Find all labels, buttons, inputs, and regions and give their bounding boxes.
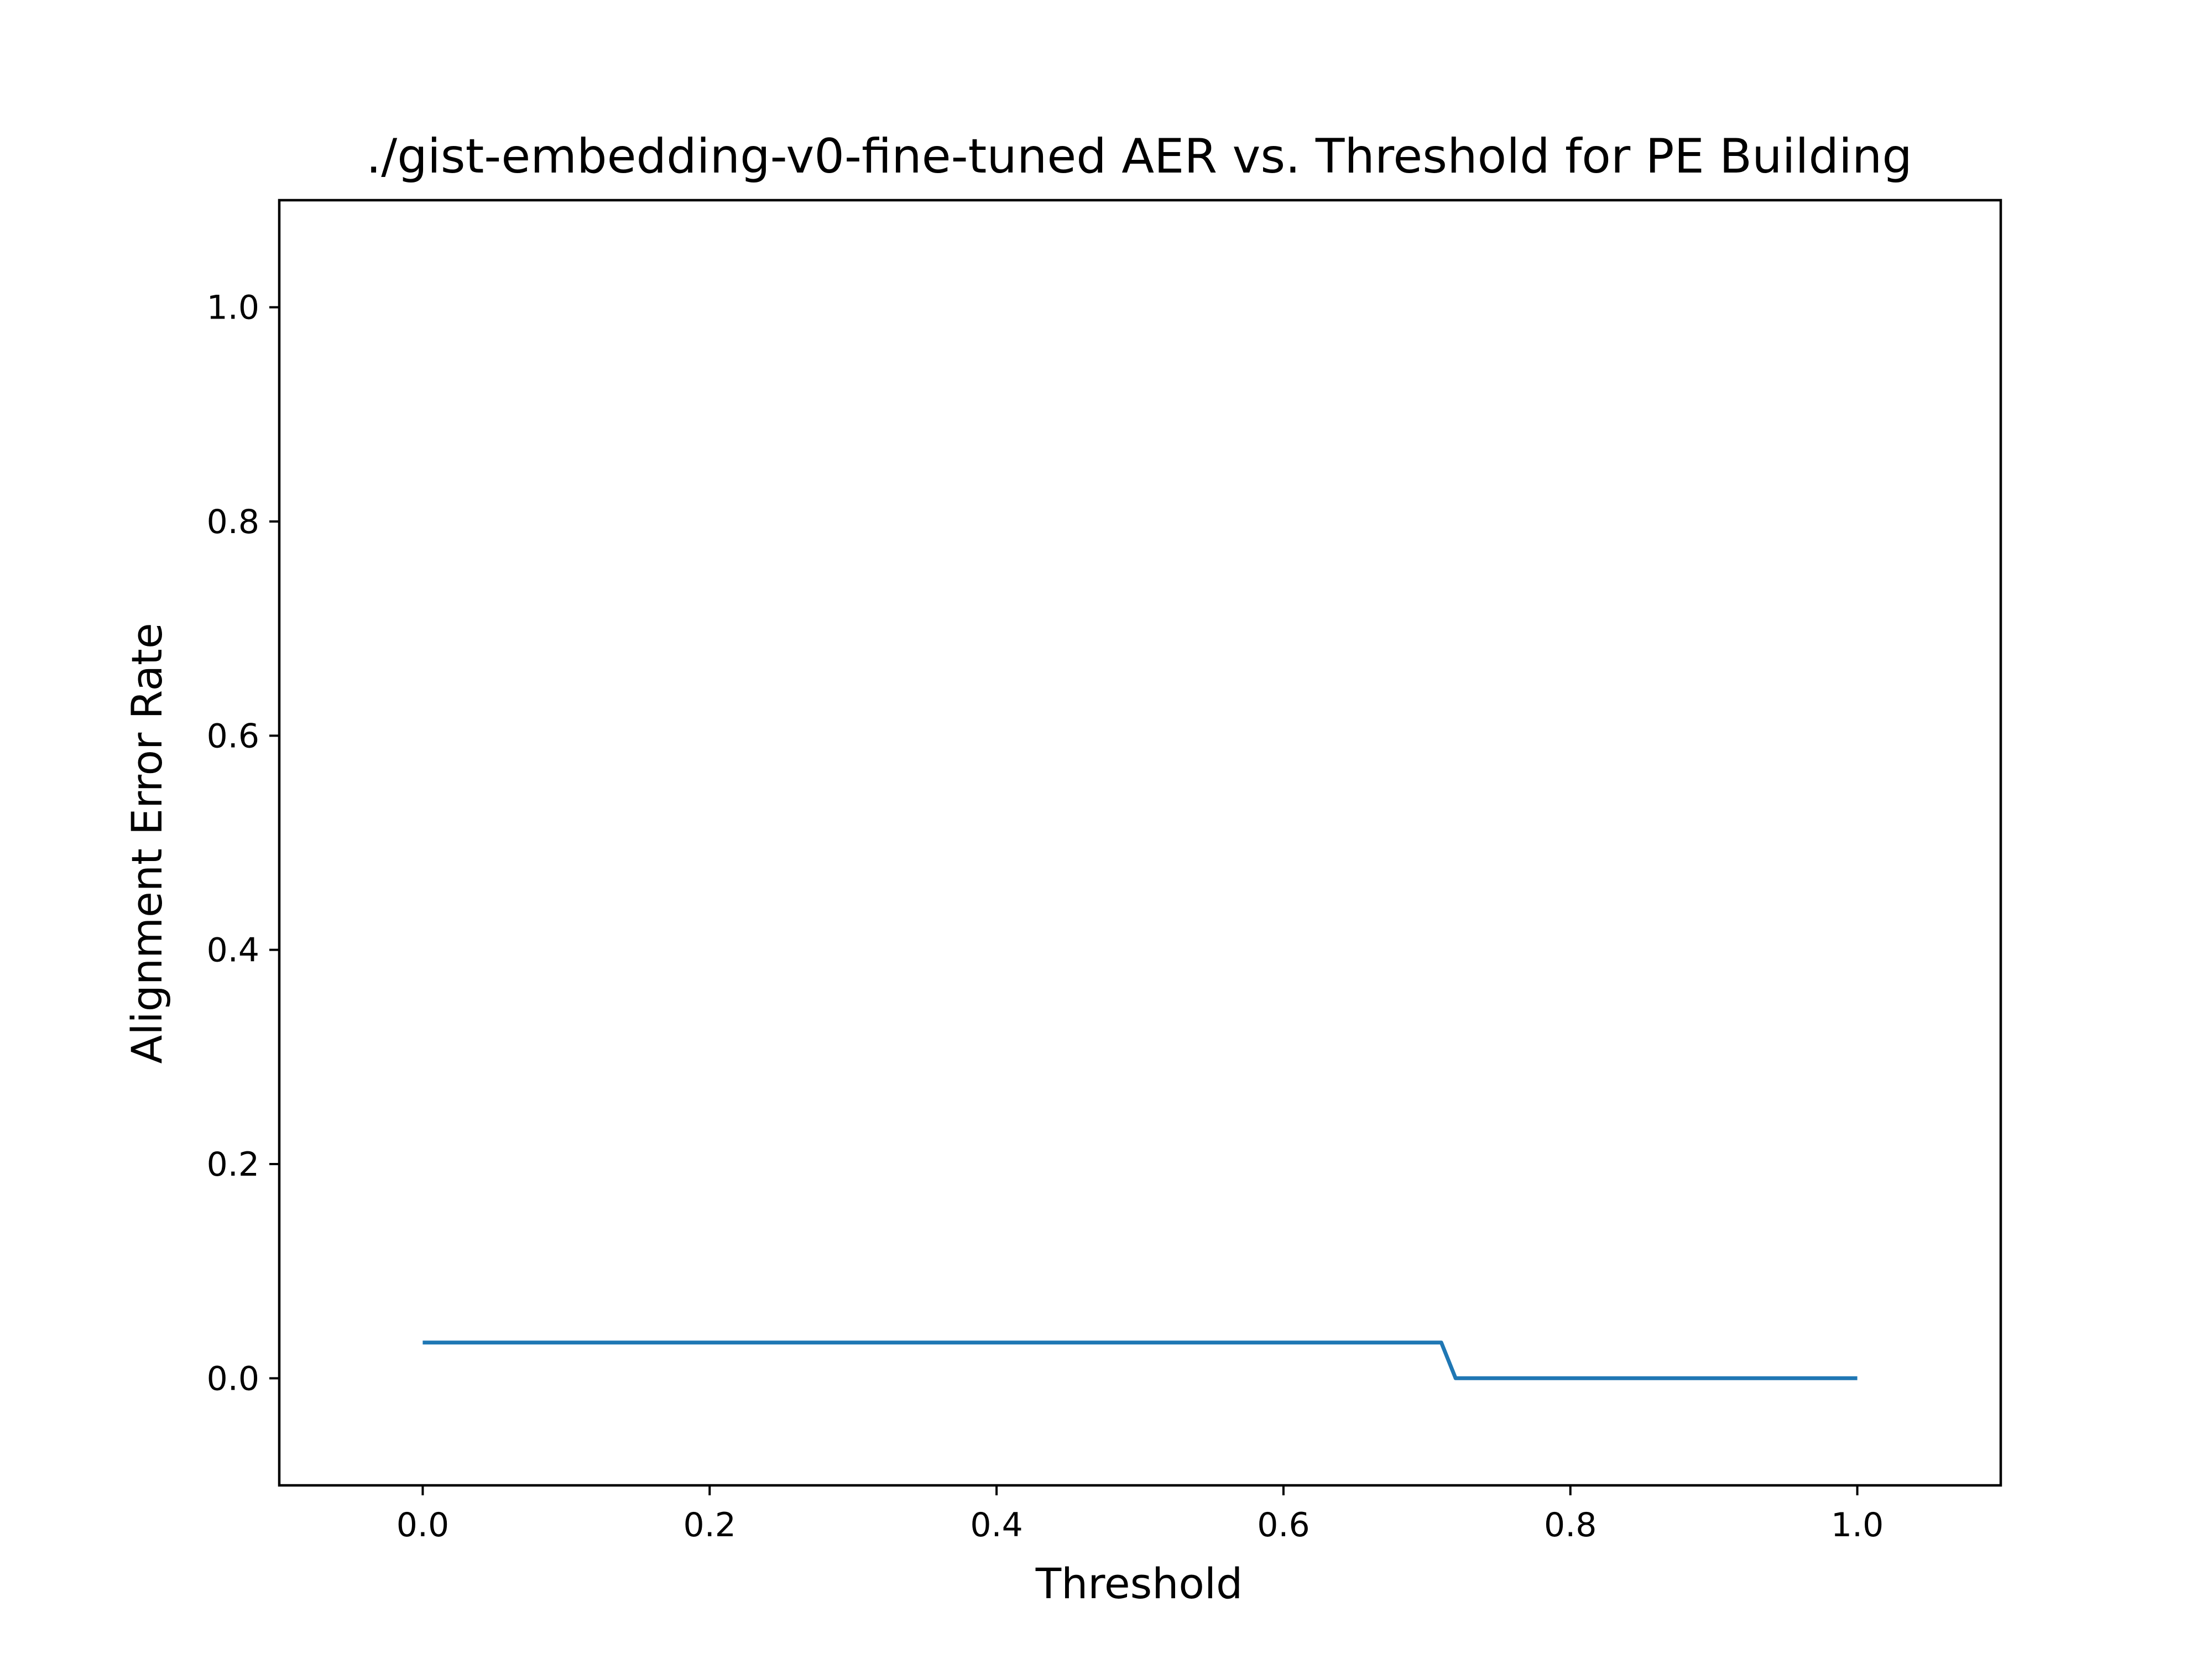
y-tick-label: 0.4 <box>207 931 259 970</box>
x-tick-label: 1.0 <box>1831 1506 1884 1545</box>
x-tick-label: 0.8 <box>1544 1506 1597 1545</box>
x-tick-label: 0.6 <box>1257 1506 1310 1545</box>
y-tick-label: 1.0 <box>207 289 259 327</box>
series-line-0 <box>422 1340 1858 1380</box>
x-tick-label: 0.4 <box>970 1506 1022 1545</box>
plot-area: 0.0 0.2 0.4 0.6 0.8 1.0 0.0 0.2 0.4 0.6 0.8 1.0 <box>207 199 2002 1545</box>
y-tick-label: 0.2 <box>207 1145 259 1184</box>
y-tick-label: 0.0 <box>207 1359 259 1398</box>
y-tick-label: 0.8 <box>207 503 259 541</box>
x-axis-label: Threshold <box>1035 1559 1243 1608</box>
y-tick-label: 0.6 <box>207 717 259 755</box>
plot-frame <box>278 199 2002 1487</box>
x-tick-label: 0.0 <box>397 1506 449 1545</box>
y-axis-label: Alignment Error Rate <box>122 623 171 1063</box>
chart-title: ./gist-embedding-v0-fine-tuned AER vs. T… <box>366 129 1912 184</box>
x-tick-label: 0.2 <box>684 1506 736 1545</box>
